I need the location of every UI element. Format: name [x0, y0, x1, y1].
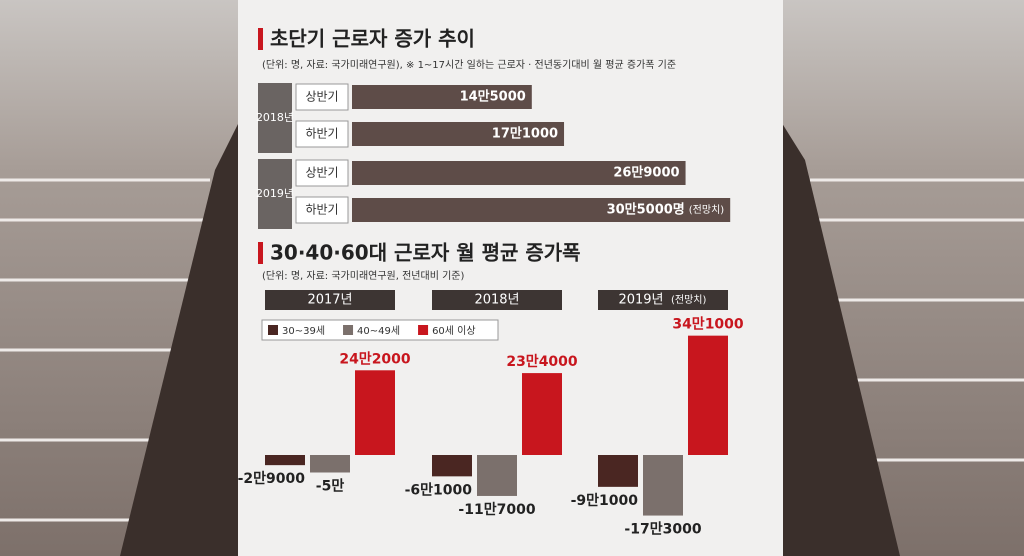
bar — [310, 455, 350, 473]
value-label: 24만2000 — [339, 351, 411, 367]
category-note: (전망치) — [671, 294, 707, 306]
legend-box — [261, 319, 499, 341]
bar — [643, 455, 683, 516]
category-label: 2018년 — [474, 293, 519, 308]
category-label: 하반기 — [305, 127, 338, 141]
legend-label: 60세 이상 — [432, 325, 476, 337]
category-label: 상반기 — [305, 166, 338, 180]
legend-swatch — [418, 325, 429, 335]
value-label: 30만5000명 — [607, 202, 685, 218]
bar — [352, 122, 565, 146]
legend-label: 40~49세 — [357, 325, 400, 337]
chasm-left — [120, 120, 240, 556]
chart-subtitle: (단위: 명, 자료: 국가미래연구원, 전년대비 기준) — [262, 269, 464, 282]
bar — [352, 198, 731, 222]
bar — [352, 161, 686, 185]
chart-title: 초단기 근로자 증가 추이 — [270, 27, 475, 51]
category-box — [432, 290, 562, 310]
chart-subtitle: (단위: 명, 자료: 국가미래연구원), ※ 1~17시간 일하는 근로자 ·… — [262, 58, 676, 71]
value-label: 17만1000 — [492, 126, 558, 142]
value-label: 26만9000 — [613, 165, 679, 181]
bar — [265, 455, 305, 466]
bar — [352, 85, 532, 109]
value-label: -11만7000 — [458, 502, 535, 518]
legend-swatch — [343, 325, 354, 335]
category-label: 2017년 — [307, 293, 352, 308]
value-label: -2만9000 — [238, 471, 306, 487]
value-label: -17만3000 — [624, 522, 701, 538]
title-marker — [258, 242, 263, 264]
bar — [432, 455, 472, 477]
chasm-right — [780, 120, 900, 556]
category-label: 상반기 — [305, 90, 338, 104]
legend-label: 30~39세 — [282, 325, 325, 337]
group-label: 2018년 — [256, 111, 294, 124]
bar — [522, 373, 562, 455]
track-lines — [0, 178, 1024, 522]
category-box — [295, 83, 349, 111]
value-label: -9만1000 — [571, 493, 639, 509]
group-label: 2019년 — [256, 187, 294, 200]
group-box — [258, 159, 292, 229]
chart-title: 30·40·60대 근로자 월 평균 증가폭 — [270, 241, 581, 265]
group-box — [258, 83, 292, 153]
value-label: 23만4000 — [506, 354, 578, 370]
title-marker — [258, 28, 263, 50]
value-label: 34만1000 — [672, 317, 744, 333]
value-label: -6만1000 — [405, 482, 473, 498]
category-label: 2019년 — [618, 293, 663, 308]
bar — [355, 370, 395, 455]
category-box — [295, 196, 349, 224]
category-label: 하반기 — [305, 203, 338, 217]
category-box — [598, 290, 728, 310]
legend-swatch — [268, 325, 278, 335]
bar — [598, 455, 638, 487]
value-label: 14만5000 — [460, 89, 526, 105]
bar — [688, 335, 728, 455]
value-label: -5만 — [316, 479, 345, 495]
category-box — [295, 159, 349, 187]
category-box — [265, 290, 395, 310]
annotation: (전망치) — [689, 204, 725, 216]
category-box — [295, 120, 349, 148]
bar — [477, 455, 517, 496]
